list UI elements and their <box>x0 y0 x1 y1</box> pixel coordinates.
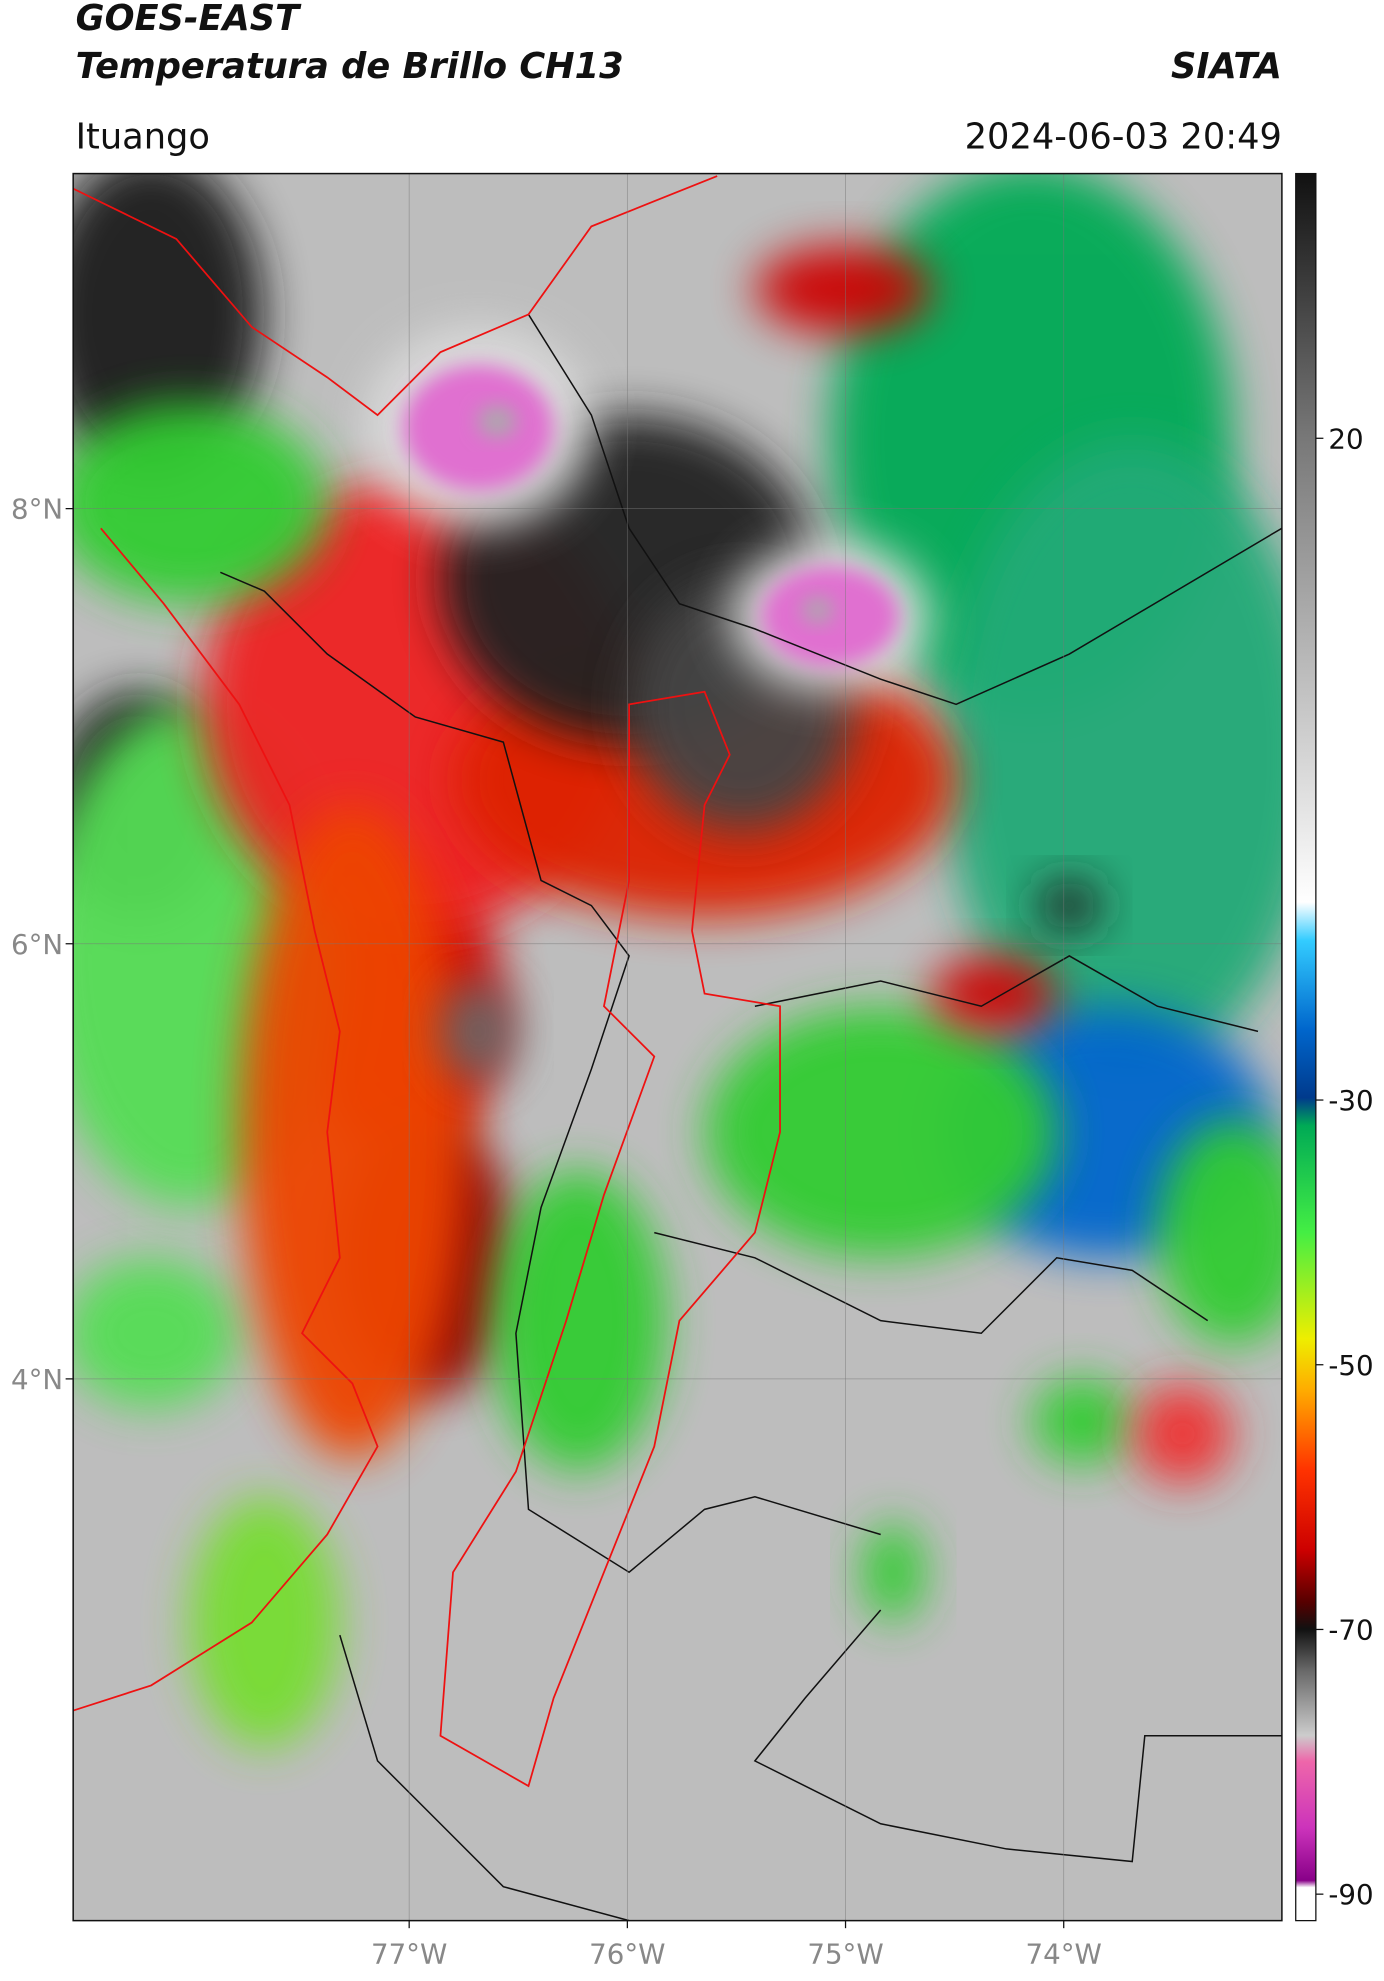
cloud-region <box>73 173 265 478</box>
x-tick-label: 74°W <box>1026 1937 1102 1970</box>
cloud-region <box>1157 1119 1282 1346</box>
map-frame <box>72 172 1283 1922</box>
colorbar-tick-label: 20 <box>1328 422 1363 455</box>
cloud-region <box>1037 880 1101 931</box>
timestamp: 2024-06-03 20:49 <box>965 116 1282 157</box>
colorbar-tick-label: -90 <box>1328 1878 1373 1911</box>
cloud-region <box>943 440 1282 1070</box>
cold-top <box>802 597 833 623</box>
cloud-region <box>861 1521 925 1623</box>
cloud-region <box>73 1257 240 1409</box>
cloud-region <box>440 981 516 1082</box>
colorbar-tick-label: -50 <box>1328 1349 1373 1382</box>
colorbar-tick-label: -30 <box>1328 1084 1373 1117</box>
satellite-image <box>73 173 1282 1921</box>
y-tick-label: 6°N <box>11 928 63 961</box>
cloud-region <box>704 1006 1057 1258</box>
location: Ituango <box>76 116 210 157</box>
cloud-region <box>754 245 931 334</box>
cloud-region <box>188 1496 340 1749</box>
cloud-region <box>930 955 1057 1032</box>
cold-top <box>402 364 554 491</box>
x-tick-label: 75°W <box>807 1937 883 1970</box>
x-tick-label: 77°W <box>371 1937 447 1970</box>
cloud-region <box>490 1169 667 1472</box>
x-tick-label: 76°W <box>589 1937 665 1970</box>
title: GOES-EAST <box>76 0 302 39</box>
y-tick-label: 4°N <box>11 1363 63 1396</box>
colorbar-tick-label: -70 <box>1328 1614 1373 1647</box>
cold-top <box>478 406 516 437</box>
y-tick-label: 8°N <box>11 493 63 526</box>
subtitle: Temperatura de Brillo CH13 <box>76 46 624 87</box>
cloud-region <box>73 402 328 604</box>
colorbar <box>1295 172 1317 1922</box>
cloud-region <box>1132 1383 1233 1485</box>
cloud-region <box>1031 1377 1133 1466</box>
cloud-region <box>239 804 466 1460</box>
source: SIATA <box>1171 46 1282 87</box>
